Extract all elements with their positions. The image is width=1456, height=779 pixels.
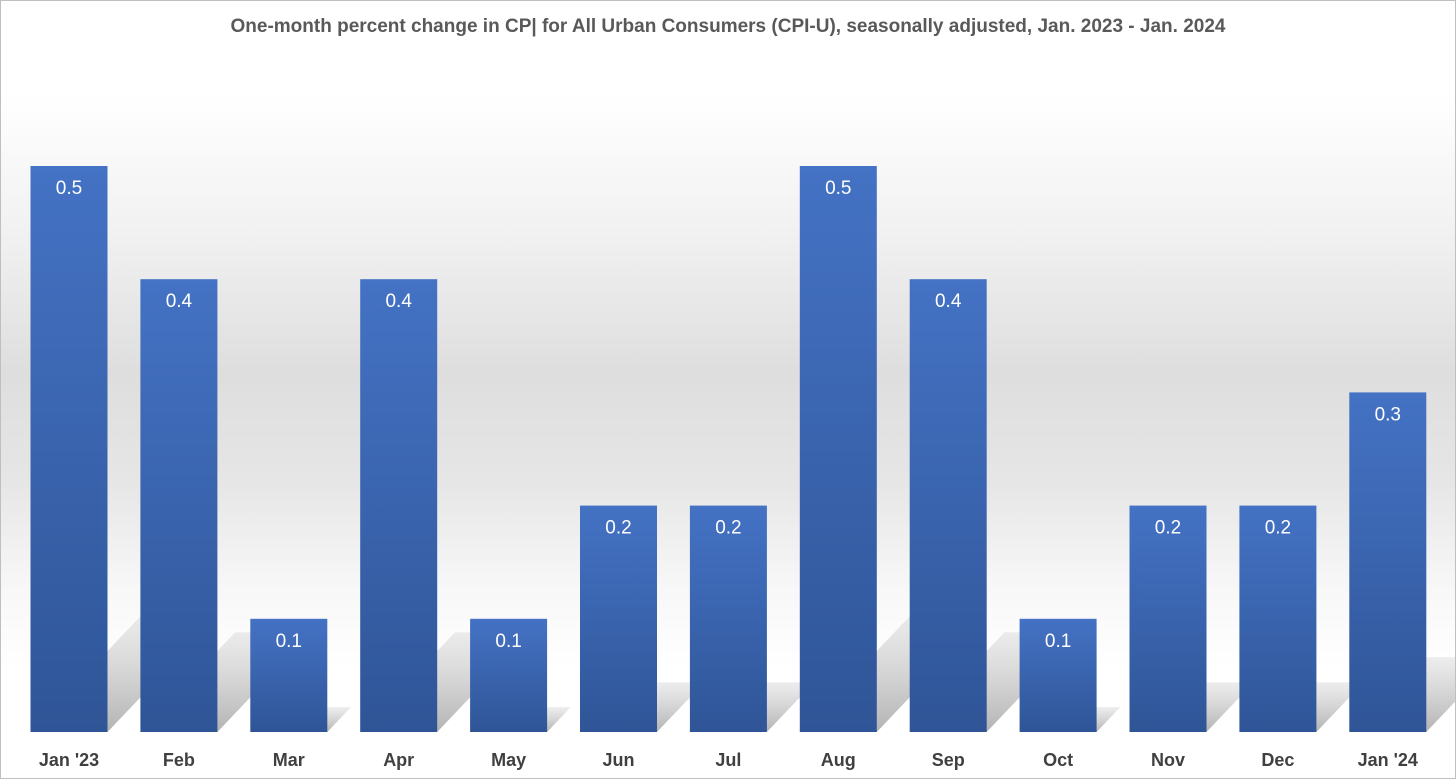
category-label: Jan '23 [39,750,99,770]
bar [580,505,657,732]
bar-value-label: 0.1 [276,631,302,652]
bar [1349,392,1427,732]
bar [689,505,767,732]
category-label: Mar [273,750,305,770]
bar-value-label: 0.2 [1155,518,1181,539]
bar-value-label: 0.1 [495,631,521,652]
bar-value-label: 0.2 [715,518,741,539]
category-label: Aug [821,750,856,770]
bar-value-label: 0.4 [935,291,962,312]
bar-value-label: 0.3 [1375,404,1401,425]
bar [1019,618,1097,732]
bar [140,279,218,732]
bar-value-label: 0.2 [1265,518,1291,539]
category-label: Sep [932,750,965,770]
bar [360,279,438,732]
category-label: Nov [1151,750,1185,770]
category-label: Jul [715,750,741,770]
category-label: Jan '24 [1358,750,1418,770]
bar [909,279,987,732]
category-axis: Jan '23 Feb Mar Apr May Jun Jul Aug Sep Oct Nov Dec… [39,750,1418,770]
category-label: Dec [1261,750,1294,770]
bar-value-label: 0.1 [1045,631,1071,652]
chart-title: One-month percent change in CP| for All … [230,16,1226,37]
bar-value-label: 0.4 [385,291,412,312]
bar [1129,505,1207,732]
category-label: May [491,750,526,770]
bar-value-labels: 0.5 0.4 0.1 0.4 0.1 0.2 0.2 0.5 0.4 0.1 0.2 0.2 0.3 [56,178,1401,652]
category-label: Oct [1043,750,1073,770]
bar [250,618,328,732]
bar [1239,505,1317,732]
bars [30,166,1427,732]
category-label: Jun [602,750,634,770]
bar-value-label: 0.4 [166,291,193,312]
category-label: Apr [383,750,414,770]
bar-value-label: 0.5 [825,178,851,199]
bar-value-label: 0.2 [605,518,631,539]
bar [470,618,548,732]
bar [30,166,108,732]
category-label: Feb [163,750,195,770]
bar [799,166,877,732]
bar-value-label: 0.5 [56,178,82,199]
